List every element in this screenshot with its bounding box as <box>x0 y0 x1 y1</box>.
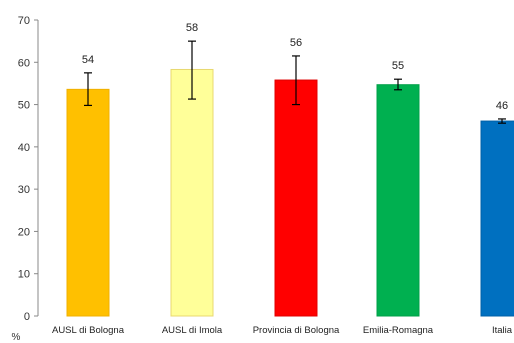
y-tick-label: 50 <box>18 100 30 112</box>
y-tick-label: 40 <box>18 142 30 154</box>
bar <box>66 88 110 317</box>
error-bars <box>84 40 506 124</box>
data-label: 46 <box>496 100 508 112</box>
y-tick-label: 60 <box>18 57 30 69</box>
category-label: Italia <box>492 325 513 336</box>
data-label: 54 <box>82 54 94 66</box>
bars <box>66 68 514 317</box>
category-label: AUSL di Imola <box>162 325 223 336</box>
category-label: AUSL di Bologna <box>52 325 125 336</box>
bar <box>480 120 514 317</box>
data-labels: 54 58 56 55 46 <box>82 22 508 112</box>
data-label: 56 <box>290 37 302 49</box>
bar <box>376 84 420 317</box>
y-tick-label: 10 <box>18 269 30 281</box>
category-label: Provincia di Bologna <box>253 325 340 336</box>
y-tick-label: 0 <box>24 311 30 323</box>
y-tick-label: 20 <box>18 226 30 238</box>
y-axis: 0 10 20 30 40 50 60 70 <box>18 15 39 323</box>
bar <box>170 68 214 317</box>
category-label: Emilia-Romagna <box>363 325 434 336</box>
y-tick-label: 30 <box>18 184 30 196</box>
category-labels: AUSL di Bologna AUSL di Imola Provincia di… <box>52 325 513 336</box>
y-axis-unit-label: % <box>12 332 21 343</box>
data-label: 55 <box>392 60 404 72</box>
data-label: 58 <box>186 22 198 34</box>
y-tick-label: 70 <box>18 15 30 27</box>
bar <box>274 79 318 317</box>
